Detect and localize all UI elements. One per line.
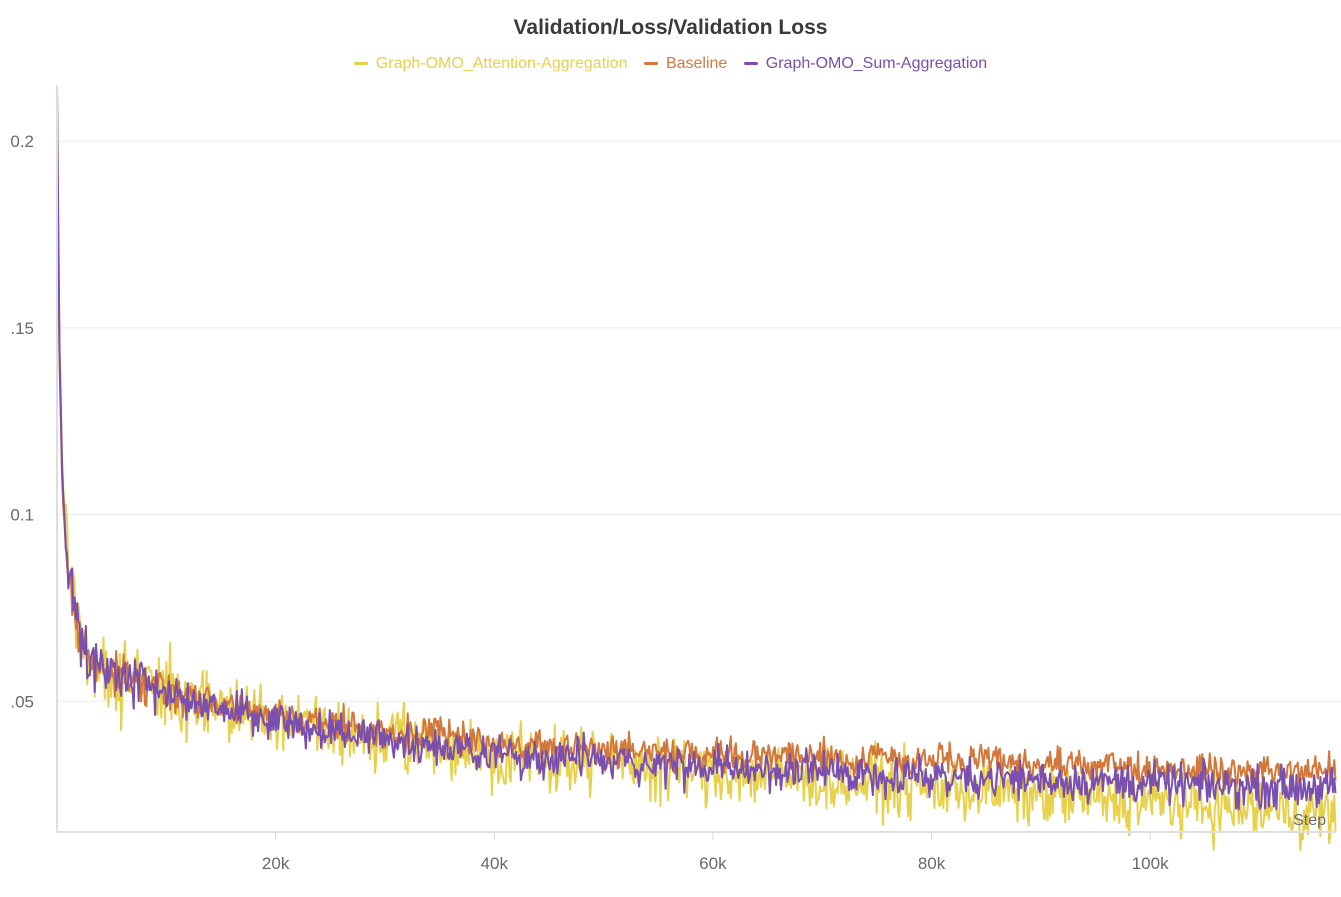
legend-label-sum: Graph-OMO_Sum-Aggregation	[765, 54, 988, 72]
x-tick-label: 80k	[918, 854, 946, 873]
y-tick-label: 0.2	[10, 132, 34, 151]
x-tick-label: 60k	[699, 854, 727, 873]
x-tick-label: 20k	[262, 854, 290, 873]
series-layer[interactable]	[56, 84, 1337, 852]
x-tick-label: 100k	[1132, 854, 1169, 873]
legend-label-attention: Graph-OMO_Attention-Aggregation	[375, 54, 628, 72]
legend-item-sum[interactable]: Graph-OMO_Sum-Aggregation	[743, 54, 988, 73]
legend-swatch-sum	[743, 62, 758, 65]
y-tick-label: .15	[10, 319, 34, 338]
grid-layer	[57, 140, 1341, 702]
y-axis-ticks: .05 0.1 .15 0.2	[10, 132, 34, 711]
legend-item-baseline[interactable]: Baseline	[643, 54, 728, 73]
series-line-attention[interactable]	[56, 84, 1337, 852]
series-line-baseline[interactable]	[56, 122, 1337, 791]
x-axis-ticks: 20k 40k 60k 80k 100k	[262, 832, 1169, 873]
chart-title: Validation/Loss/Validation Loss	[513, 16, 828, 39]
y-tick-label: 0.1	[10, 506, 34, 525]
x-tick-label: 40k	[481, 854, 509, 873]
axes: Step	[56, 85, 1336, 833]
x-axis-label: Step	[1293, 812, 1326, 829]
legend-swatch-attention	[353, 62, 368, 65]
y-tick-label: .05	[10, 692, 34, 711]
legend-swatch-baseline	[643, 62, 658, 65]
chart-legend: Graph-OMO_Attention-Aggregation Baseline…	[0, 52, 1341, 73]
series-line-sum[interactable]	[56, 84, 1337, 811]
legend-item-attention[interactable]: Graph-OMO_Attention-Aggregation	[353, 54, 628, 73]
legend-label-baseline: Baseline	[665, 54, 728, 72]
